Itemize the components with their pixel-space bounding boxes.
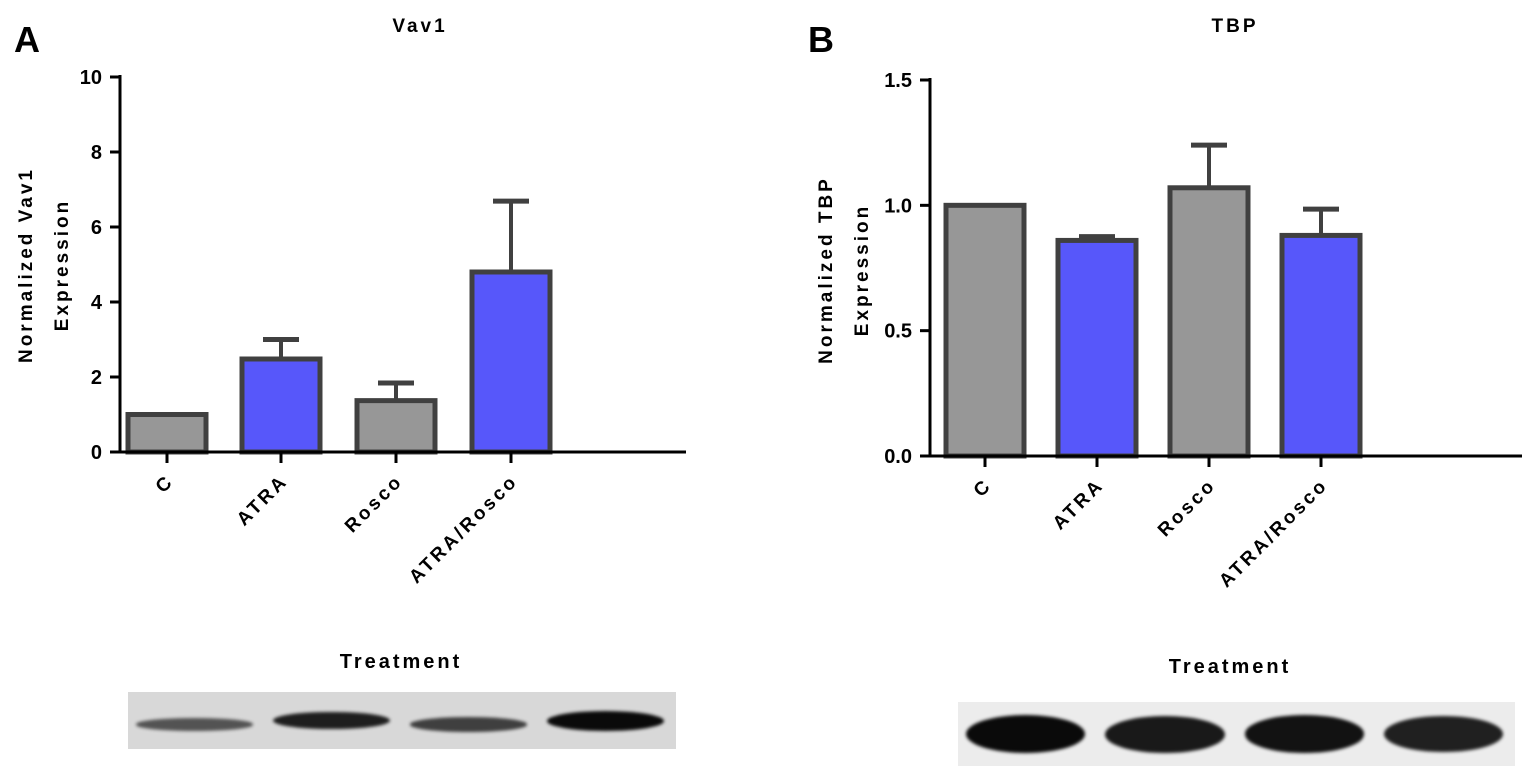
blot-band <box>547 710 664 731</box>
x-tick-label: Rosco <box>341 471 408 538</box>
bar-atra <box>239 356 323 455</box>
y-tick-label: 0.5 <box>884 321 912 343</box>
x-tick-label: ATRA/Rosco <box>405 471 522 588</box>
y-axis-label: Normalized TBP <box>816 176 837 364</box>
bar-c <box>943 202 1027 459</box>
chart-title: TBP <box>1212 16 1259 37</box>
y-tick-label: 8 <box>91 142 102 164</box>
blot-band <box>410 717 527 732</box>
x-axis-label: Treatment <box>340 651 463 673</box>
y-tick-label: 2 <box>91 367 102 389</box>
panel-label: B <box>808 19 834 60</box>
blot-band <box>1105 715 1225 753</box>
x-tick-label: ATRA/Rosco <box>1215 475 1332 592</box>
y-tick-label: 0.0 <box>884 446 912 468</box>
y-tick-label: 1.0 <box>884 195 912 217</box>
bar-atra <box>1055 237 1139 459</box>
bar-rosco <box>354 398 438 455</box>
x-axis-label: Treatment <box>1169 656 1292 678</box>
bar-atra-rosco <box>1279 232 1363 459</box>
y-tick-label: 4 <box>91 292 103 314</box>
x-tick-label: Rosco <box>1154 475 1221 542</box>
chart-title: Vav1 <box>392 16 447 37</box>
bar-rosco <box>1167 185 1251 459</box>
x-tick-label: ATRA <box>1049 475 1109 535</box>
blot-band <box>1383 715 1503 753</box>
x-tick-label: C <box>970 475 997 502</box>
y-tick-label: 0 <box>91 442 102 464</box>
x-tick-label: ATRA <box>233 471 293 531</box>
blot-band <box>966 715 1086 753</box>
blot-band <box>273 711 390 730</box>
x-tick-label: C <box>152 471 179 498</box>
blot-band <box>1244 715 1364 753</box>
bar-atra-rosco <box>469 269 553 455</box>
western-blot-tbp <box>958 702 1515 766</box>
y-axis-label: Normalized Vav1 <box>16 167 37 363</box>
y-axis-label: Expression <box>852 204 873 336</box>
blot-band <box>136 718 253 731</box>
panel-label: A <box>14 19 40 60</box>
y-tick-label: 6 <box>91 217 102 239</box>
y-tick-label: 1.5 <box>884 70 912 92</box>
y-tick-label: 10 <box>80 67 102 89</box>
western-blot-vav1 <box>128 692 676 749</box>
bar-c <box>125 412 209 455</box>
y-axis-label: Expression <box>52 199 73 331</box>
